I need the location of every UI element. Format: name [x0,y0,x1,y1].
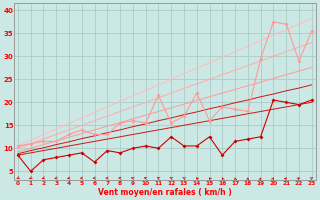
X-axis label: Vent moyen/en rafales ( km/h ): Vent moyen/en rafales ( km/h ) [98,188,232,197]
